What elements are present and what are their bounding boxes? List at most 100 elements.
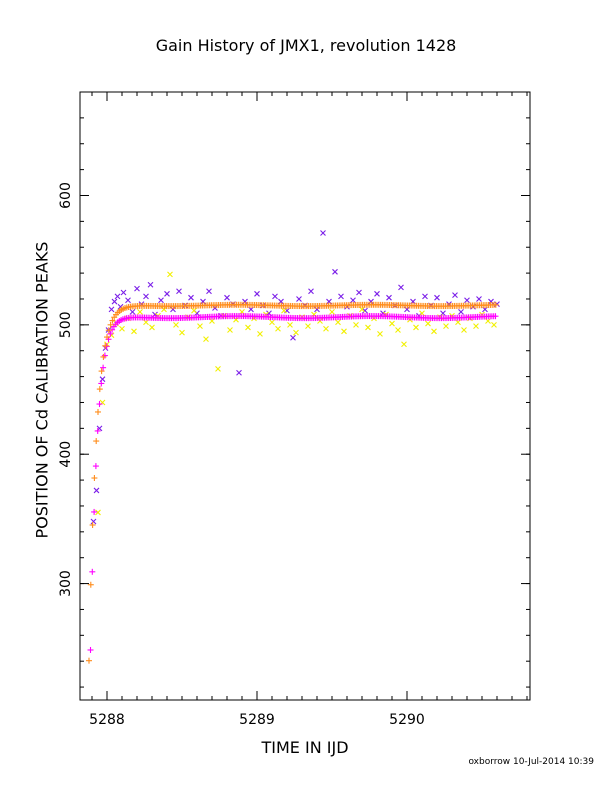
data-point-x-stroke: [134, 285, 140, 292]
data-point-x: [290, 334, 296, 341]
data-point-x-stroke: [137, 309, 143, 315]
data-point-x-stroke: [389, 320, 395, 327]
data-point-x: [227, 327, 233, 333]
data-point-x: [236, 369, 242, 376]
data-point-plus: [98, 368, 105, 375]
data-point-plus: [93, 438, 100, 445]
data-point-x-stroke: [161, 306, 167, 313]
data-point-x-stroke: [464, 297, 470, 304]
data-point-plus: [109, 317, 116, 324]
data-point-plus: [91, 475, 98, 482]
data-point-x-stroke: [305, 323, 311, 330]
data-point-x-stroke: [473, 323, 479, 330]
data-point-x-stroke: [129, 309, 136, 315]
data-point-x: [203, 336, 209, 342]
data-point-x: [149, 324, 155, 331]
data-point-x-stroke: [332, 268, 338, 275]
data-point-x: [305, 323, 311, 330]
data-point-x-stroke: [323, 325, 329, 332]
data-point-x: [377, 331, 383, 337]
data-point-plus: [92, 463, 99, 470]
data-point-x-stroke: [206, 288, 212, 295]
x-axis-label: TIME IN IJD: [261, 738, 349, 757]
data-point-x: [353, 321, 359, 328]
data-point-x-stroke: [167, 271, 173, 278]
data-point-x-stroke: [131, 328, 137, 335]
series-0: [90, 230, 500, 525]
data-point-x-stroke: [422, 293, 428, 300]
data-point-x: [395, 327, 401, 333]
data-point-x-stroke: [290, 334, 296, 341]
y-tick-label: 300: [58, 570, 74, 597]
data-point-x-stroke: [269, 319, 275, 326]
data-point-x-stroke: [320, 230, 326, 236]
data-point-x: [158, 297, 164, 304]
chart-marks: [86, 230, 500, 664]
data-point-x: [197, 323, 203, 330]
data-point-x-stroke: [272, 293, 278, 300]
data-point-plus: [492, 301, 499, 308]
data-point-x-stroke: [488, 298, 494, 305]
data-point-x-stroke: [209, 318, 215, 324]
data-point-x-stroke: [143, 293, 149, 300]
data-point-x: [401, 341, 407, 348]
data-point-x-stroke: [215, 365, 221, 372]
data-point-x-stroke: [254, 290, 260, 297]
data-point-x-stroke: [329, 309, 335, 315]
data-point-x-stroke: [335, 319, 341, 326]
data-point-x: [257, 331, 263, 337]
data-point-x: [176, 288, 182, 295]
data-point-x-stroke: [350, 297, 356, 304]
data-point-x: [191, 307, 197, 314]
data-point-x-stroke: [371, 315, 377, 322]
data-point-x: [137, 309, 143, 315]
data-point-x: [129, 309, 136, 315]
data-point-x-stroke: [356, 289, 362, 296]
data-point-x-stroke: [173, 321, 179, 328]
data-point-x-stroke: [108, 306, 115, 313]
data-point-x: [254, 290, 260, 297]
data-point-x-stroke: [476, 296, 482, 302]
data-point-x-stroke: [326, 298, 332, 305]
data-point-x-stroke: [425, 320, 431, 327]
data-point-x: [119, 325, 125, 332]
data-point-x-stroke: [179, 329, 185, 336]
data-point-x-stroke: [452, 292, 458, 298]
data-point-x-stroke: [147, 281, 154, 288]
data-point-x: [434, 294, 440, 301]
data-point-plus: [96, 386, 103, 393]
data-point-x-stroke: [296, 296, 302, 302]
data-point-x-stroke: [374, 290, 380, 297]
data-point-x-stroke: [440, 310, 446, 317]
data-point-x-stroke: [443, 323, 449, 330]
axes: 5288 5289 5290 300 400 500 600: [58, 91, 531, 728]
data-point-x: [90, 518, 97, 525]
y-tick-label: 600: [58, 182, 74, 209]
data-point-x: [114, 293, 121, 300]
data-point-x-stroke: [164, 290, 170, 297]
data-point-x: [323, 325, 329, 332]
data-point-x: [440, 310, 446, 317]
data-point-x-stroke: [359, 306, 365, 313]
data-point-x-stroke: [362, 307, 368, 314]
data-point-x-stroke: [275, 325, 281, 332]
data-point-x: [458, 309, 464, 315]
data-point-x: [215, 365, 221, 372]
data-point-x: [164, 290, 170, 297]
data-point-x: [350, 297, 356, 304]
data-point-x: [413, 324, 419, 331]
data-point-x-stroke: [224, 294, 230, 301]
plot-frame: [79, 91, 531, 701]
data-point-x: [362, 307, 368, 314]
data-point-x: [275, 325, 281, 332]
data-point-x: [389, 320, 395, 327]
data-point-x-stroke: [111, 298, 118, 305]
data-point-x-stroke: [90, 518, 97, 525]
data-point-x: [293, 329, 299, 336]
data-point-x: [131, 328, 137, 335]
data-point-x: [188, 294, 194, 301]
data-point-plus: [101, 352, 108, 359]
data-point-plus: [87, 581, 94, 588]
data-point-x: [143, 293, 149, 300]
